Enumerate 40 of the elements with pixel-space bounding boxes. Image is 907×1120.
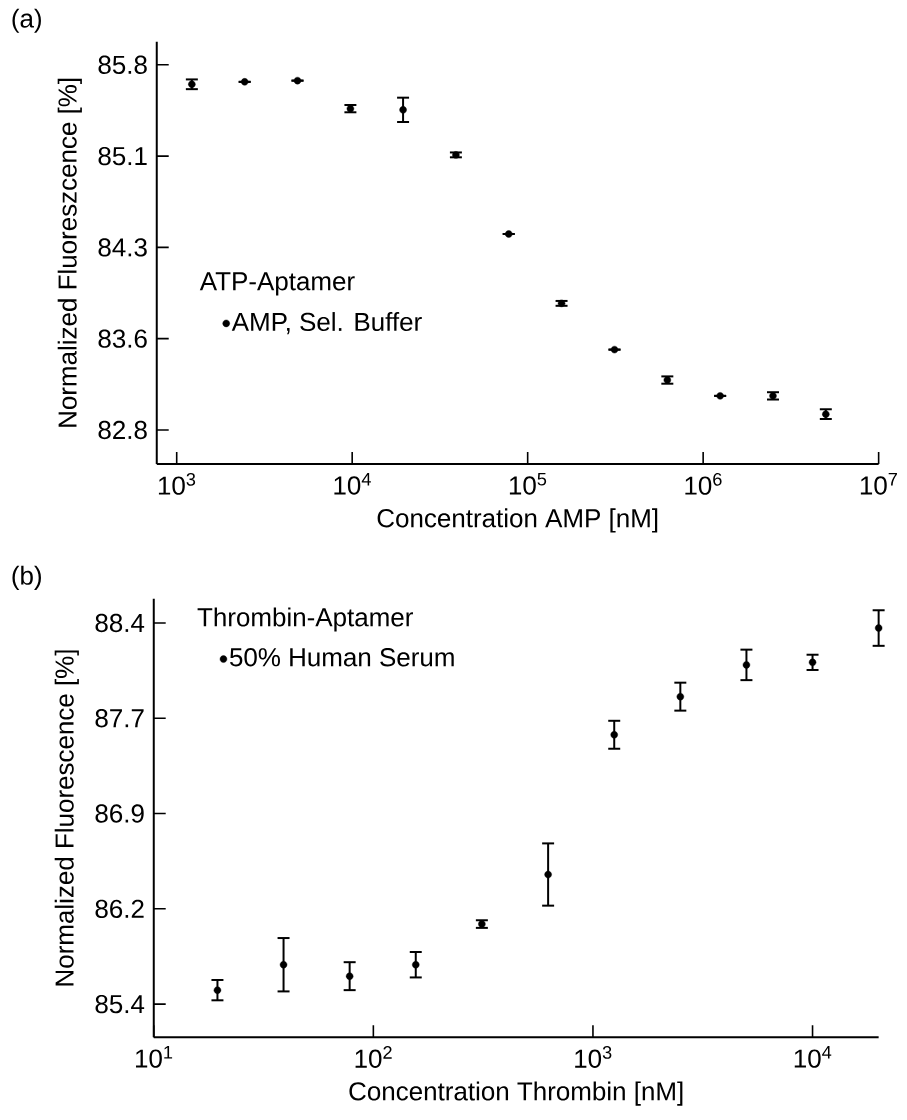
point [345, 972, 354, 980]
legend-label: AMP, Sel. Buffer [231, 312, 422, 335]
legend-label: 50% Human Serum [230, 648, 454, 667]
point [808, 658, 817, 667]
y-axis-title: Normalized Fluoreszcence [%] [57, 78, 82, 427]
legend-title: Thrombin-Aptamer [197, 607, 413, 632]
point [610, 731, 618, 739]
x-tick-label: 10$^{7}$ [860, 472, 897, 495]
x-tick-label: 10$^{4}$ [794, 1046, 832, 1068]
y-tick-label: 87.7 [95, 709, 144, 728]
point [399, 106, 407, 114]
point [279, 961, 288, 969]
y-tick-label: 86.9 [95, 804, 144, 823]
x-axis-title: Concentration AMP [nM] [377, 508, 658, 533]
x-tick-label: 10$^{4}$ [334, 472, 371, 495]
point [874, 624, 883, 632]
x-tick-label: 10$^{3}$ [158, 472, 196, 495]
x-tick-label: 10$^{2}$ [355, 1046, 392, 1068]
point [676, 692, 685, 701]
chart-title: (a) [12, 8, 41, 33]
point [412, 961, 420, 969]
point [742, 661, 751, 669]
point [544, 870, 552, 879]
x-axis-title: Concentration Thrombin [nM] [349, 1081, 683, 1106]
chart-title: (b) [12, 565, 41, 590]
y-axis-title: Normalized Fluorescence [%] [54, 650, 79, 986]
y-tick-label: 85.8 [98, 55, 147, 74]
legend-title: ATP-Aptamer [199, 272, 355, 296]
x-tick-label: 10$^{3}$ [575, 1046, 612, 1068]
y-tick-label: 88.4 [95, 613, 145, 633]
y-tick-label: 82.8 [98, 420, 147, 440]
y-tick-label: 84.3 [98, 238, 147, 257]
x-tick-label: 10$^{5}$ [509, 472, 547, 495]
y-tick-label: 83.6 [98, 329, 147, 348]
y-tick-label: 85.1 [98, 146, 147, 166]
x-tick-label: 10$^{1}$ [136, 1046, 173, 1068]
y-tick-label: 85.4 [95, 994, 145, 1014]
y-tick-label: 86.2 [95, 899, 144, 919]
x-tick-label: 10$^{6}$ [685, 472, 722, 495]
point [213, 986, 222, 994]
